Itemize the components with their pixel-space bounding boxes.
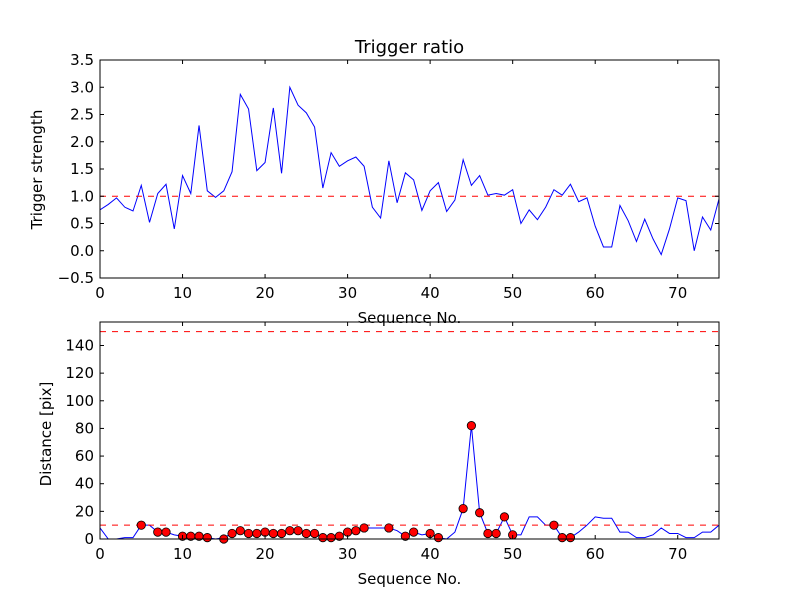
x-tick-label: 70: [668, 284, 687, 302]
data-point: [491, 528, 501, 539]
data-point: [293, 526, 303, 536]
data-point: [227, 528, 237, 539]
x-tick-label: 50: [503, 284, 522, 302]
data-point: [153, 527, 163, 537]
y-tick-label: 140: [65, 336, 94, 354]
data-point: [400, 531, 410, 541]
distance-chart: 0 10 20 30 40 50 60 70 0 20 40 60 80 100 120 140 Seque…: [37, 321, 720, 588]
x-tick-label: 40: [421, 545, 440, 563]
data-point: [499, 512, 510, 522]
y-axis-label: Trigger strength: [28, 110, 46, 231]
x-tick-label: 50: [503, 545, 522, 563]
data-point: [384, 523, 394, 533]
x-tick-label: 20: [256, 545, 275, 563]
y-axis-label: Distance [pix]: [37, 382, 55, 487]
x-tick-label: 40: [421, 284, 440, 302]
data-point: [252, 528, 262, 539]
x-tick-label: 0: [95, 545, 105, 563]
y-tick-label: 80: [75, 419, 94, 437]
plot-area: [99, 321, 720, 544]
data-point: [433, 533, 443, 543]
x-tick-label: 10: [173, 545, 192, 563]
y-tick-label: 3.5: [70, 51, 94, 69]
data-point: [466, 421, 476, 431]
y-tick-label: 0.5: [70, 215, 94, 233]
y-tick-label: 60: [75, 447, 94, 465]
data-point: [359, 523, 369, 533]
data-point: [351, 526, 361, 536]
data-point: [161, 527, 171, 537]
y-tick-label: 1.5: [70, 160, 94, 178]
x-tick-label: 10: [173, 284, 192, 302]
x-ticks: 0 10 20 30 40 50 60 70: [95, 60, 687, 302]
y-tick-label: 40: [75, 475, 94, 493]
y-tick-label: 20: [75, 502, 94, 520]
data-point: [326, 533, 336, 543]
x-tick-label: 60: [586, 284, 605, 302]
data-point: [276, 528, 287, 539]
data-point: [557, 533, 567, 543]
data-point: [268, 528, 278, 539]
y-tick-label: −0.5: [58, 269, 94, 287]
data-point: [409, 527, 419, 537]
data-point: [235, 526, 245, 536]
y-tick-label: 1.0: [70, 187, 94, 205]
data-point: [475, 508, 485, 518]
trigger-ratio-chart: Trigger ratio 0 10 20 30 40 50 60 70 −0.5 0.0 0.5…: [28, 37, 720, 327]
data-point: [301, 528, 311, 539]
x-tick-label: 60: [586, 545, 605, 563]
y-ticks: −0.5 0.0 0.5 1.0 1.5 2.0 2.5 3.0 3.5: [58, 51, 719, 287]
data-point: [483, 528, 493, 539]
data-point: [202, 533, 212, 543]
x-tick-label: 20: [256, 284, 275, 302]
data-point: [318, 533, 328, 543]
data-point: [309, 528, 320, 539]
x-tick-label: 0: [95, 284, 105, 302]
chart-title: Trigger ratio: [354, 37, 464, 58]
y-ticks: 0 20 40 60 80 100 120 140: [65, 336, 719, 548]
x-ticks: 0 10 20 30 40 50 60 70: [95, 322, 687, 563]
data-point: [136, 520, 146, 530]
data-point: [458, 503, 468, 514]
data-point: [285, 526, 295, 536]
x-axis-label: Sequence No.: [358, 309, 462, 327]
y-tick-label: 2.0: [70, 133, 94, 151]
axes-frame: [99, 321, 720, 540]
x-tick-label: 30: [338, 545, 357, 563]
data-point: [334, 531, 344, 541]
x-tick-label: 30: [338, 284, 357, 302]
y-tick-label: 120: [65, 364, 94, 382]
data-point: [565, 533, 576, 543]
data-point: [243, 528, 254, 539]
y-tick-label: 3.0: [70, 78, 94, 96]
y-tick-label: 0.0: [70, 242, 94, 260]
y-tick-label: 2.5: [70, 106, 94, 124]
x-tick-label: 70: [668, 545, 687, 563]
y-tick-label: 100: [65, 392, 94, 410]
x-axis-label: Sequence No.: [358, 570, 462, 588]
series-line-trigger-strength: [100, 85, 719, 256]
y-tick-label: 0: [84, 530, 94, 548]
data-point: [549, 520, 559, 530]
